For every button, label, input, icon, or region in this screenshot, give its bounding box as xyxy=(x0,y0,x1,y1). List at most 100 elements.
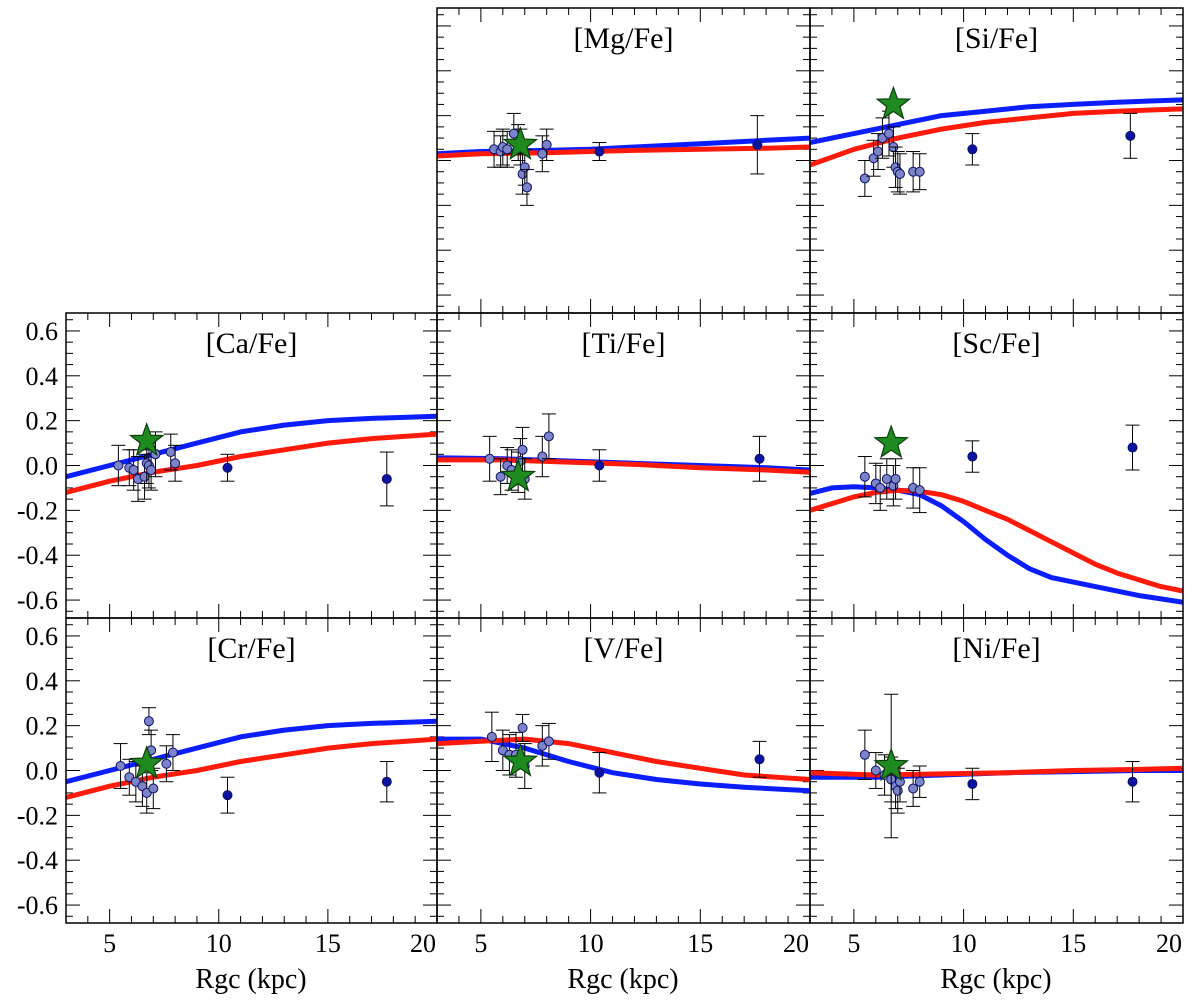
field-data-point xyxy=(1123,112,1138,159)
x-axis-label-col1: Rgc (kpc) xyxy=(195,964,306,995)
target-star-marker xyxy=(873,693,910,839)
panel-title: [Mg/Fe] xyxy=(574,22,674,55)
red-model-line xyxy=(437,736,810,782)
x-axis-label-col2: Rgc (kpc) xyxy=(567,964,678,995)
field-data-point xyxy=(965,440,980,473)
cluster-data-point xyxy=(912,153,927,191)
panel-title: [Sc/Fe] xyxy=(952,327,1040,360)
x-tick-label: 5 xyxy=(103,929,116,958)
x-axis-label: Rgc (kpc) xyxy=(195,964,306,995)
target-star-marker xyxy=(875,85,912,120)
cluster-data-point xyxy=(857,729,872,780)
cluster-data-point xyxy=(141,707,156,736)
cluster-data-point xyxy=(868,752,883,789)
field-data-point xyxy=(220,453,235,482)
field-data-point xyxy=(752,740,767,778)
target-star-marker xyxy=(128,745,165,779)
plot-area xyxy=(810,424,1183,605)
cluster-data-point xyxy=(515,426,530,473)
cluster-data-point xyxy=(906,770,921,807)
panel-ni: [Ni/Fe] 5 10 15 20 xyxy=(809,617,1184,958)
field-data-point xyxy=(592,752,607,794)
target-star-marker xyxy=(502,126,539,161)
ticks xyxy=(809,313,1184,618)
x-tick-label: 20 xyxy=(1156,929,1182,958)
x-tick-label: 10 xyxy=(578,929,604,958)
plot-area xyxy=(437,711,810,794)
x-axis-label: Rgc (kpc) xyxy=(940,964,1051,995)
y-tick-label: -0.6 xyxy=(17,891,58,920)
panel-ti: [Ti/Fe] xyxy=(436,312,811,619)
cluster-data-point xyxy=(482,435,497,482)
target-star-marker xyxy=(502,742,539,777)
target-star-marker xyxy=(873,424,910,459)
cluster-data-point xyxy=(126,449,141,491)
cluster-data-point xyxy=(873,465,888,511)
plot-area xyxy=(810,693,1183,839)
x-tick-label: 15 xyxy=(687,929,713,958)
cluster-data-point xyxy=(912,765,927,798)
ticks xyxy=(436,8,811,313)
cluster-data-point xyxy=(857,456,872,498)
cluster-data-point xyxy=(111,444,126,487)
panel-frame xyxy=(809,617,1184,924)
cluster-data-point xyxy=(857,160,872,197)
cluster-data-point xyxy=(484,711,499,763)
cluster-data-point xyxy=(159,745,174,783)
field-data-point xyxy=(220,776,235,814)
x-tick-label: 5 xyxy=(847,929,860,958)
field-data-point xyxy=(965,133,980,166)
cluster-data-point xyxy=(515,713,530,742)
x-tick-label: 15 xyxy=(315,929,341,958)
x-axis-label-col3: Rgc (kpc) xyxy=(940,964,1051,995)
plot-area xyxy=(66,707,437,814)
x-tick-label: 5 xyxy=(474,929,487,958)
cluster-data-point xyxy=(875,117,890,159)
panel-si: [Si/Fe] xyxy=(809,7,1184,314)
cluster-data-point xyxy=(912,467,927,514)
cluster-data-point xyxy=(535,435,550,478)
panel-v: [V/Fe] 5 10 15 20 xyxy=(436,617,811,958)
y-tick-label: 0.0 xyxy=(26,452,59,481)
panel-title: [Si/Fe] xyxy=(955,22,1038,55)
panel-title: [Ca/Fe] xyxy=(206,327,298,360)
x-tick-label: 15 xyxy=(1060,929,1086,958)
field-data-point xyxy=(379,451,394,507)
plot-area xyxy=(437,112,810,206)
cluster-data-point xyxy=(535,725,550,767)
field-data-point xyxy=(965,767,980,801)
y-tick-label: 0.0 xyxy=(26,757,59,786)
panel-title: [Ni/Fe] xyxy=(952,632,1040,665)
x-tick-label: 10 xyxy=(951,929,977,958)
field-data-point xyxy=(1125,424,1140,471)
plot-area xyxy=(810,85,1183,197)
blue-model-line xyxy=(810,97,1183,146)
y-tick-label: -0.4 xyxy=(17,846,58,875)
red-model-line xyxy=(66,431,437,495)
panel-title: [V/Fe] xyxy=(584,632,664,665)
x-axis-label: Rgc (kpc) xyxy=(567,964,678,995)
y-tick-label: 0.4 xyxy=(26,667,59,696)
plot-area xyxy=(66,413,437,507)
cluster-data-point xyxy=(539,128,554,161)
target-star-marker xyxy=(500,457,537,492)
field-data-point xyxy=(750,115,765,175)
x-tick-label: 20 xyxy=(410,929,436,958)
cluster-data-point xyxy=(519,168,534,206)
panel-ca: [Ca/Fe] -0.6 -0.4 -0.2 0.0 0.2 0.4 0.6 xyxy=(17,312,438,619)
ticks xyxy=(809,618,1184,923)
red-model-line xyxy=(66,736,437,800)
panel-title: [Ti/Fe] xyxy=(582,327,666,360)
panel-cr: [Cr/Fe] -0.6 -0.4 -0.2 0.0 0.2 0.4 0.6 5 10 15 20 xyxy=(17,617,438,958)
ticks xyxy=(809,8,1184,313)
blue-model-line xyxy=(437,736,810,794)
red-model-line xyxy=(810,487,1183,594)
red-model-line xyxy=(437,457,810,475)
field-data-point xyxy=(592,142,607,161)
cluster-data-point xyxy=(168,444,183,482)
panel-mg: [Mg/Fe] xyxy=(436,7,811,314)
x-tick-label: 20 xyxy=(783,929,809,958)
cluster-data-point xyxy=(541,413,556,460)
blue-model-line xyxy=(66,413,437,480)
y-tick-label: -0.6 xyxy=(17,586,58,615)
